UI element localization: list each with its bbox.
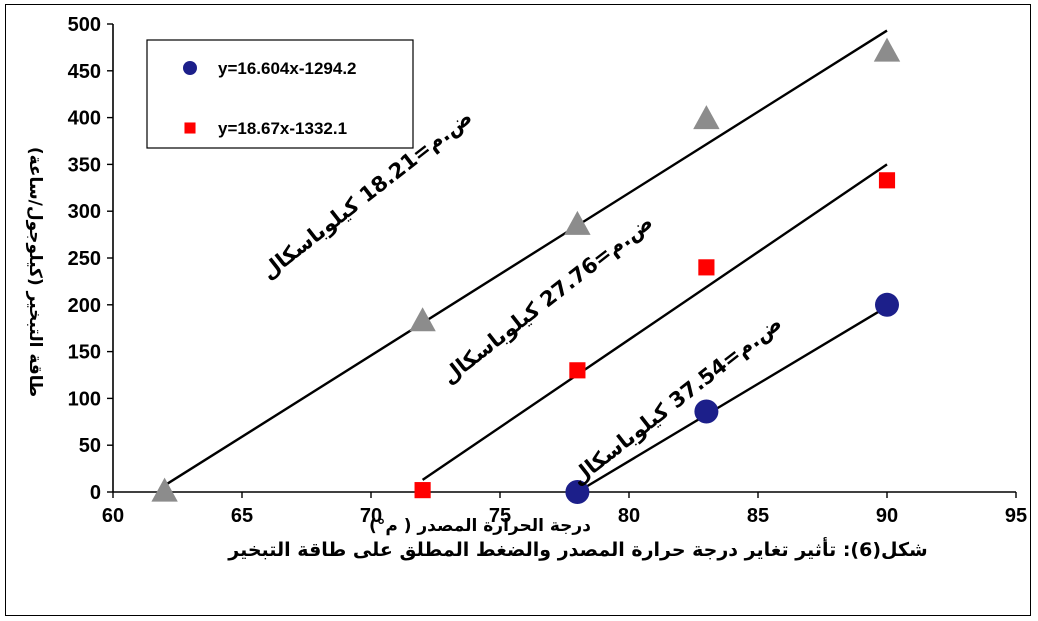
pressure-annotation: ض.م=27.76 كيلوباسكال [437,210,657,389]
data-point-square [698,259,715,276]
trend-line-square [421,163,888,481]
data-point-triangle [564,210,591,235]
y-tick-label: 200 [68,295,101,317]
x-tick-label: 60 [102,505,124,527]
trend-lines [163,29,888,494]
y-tick-label: 100 [68,388,101,410]
legend-marker-circle [183,61,197,75]
pressure-annotation: ض.م=37.54 كيلوباسكال [566,311,786,490]
y-tick-label: 500 [68,14,101,36]
y-tick-label: 350 [68,154,101,176]
data-point-circle [694,399,719,424]
legend-label: y=18.67x-1332.1 [218,119,347,138]
legend-marker-square [184,122,196,134]
data-point-square [569,362,586,379]
x-tick-label: 65 [231,505,253,527]
data-points [151,37,901,504]
x-tick-label: 80 [618,505,640,527]
data-point-triangle [873,37,901,62]
y-tick-label: 450 [68,61,101,83]
data-point-triangle [151,477,178,502]
data-point-triangle [693,105,720,130]
y-axis-label: طاقة التبخير (كيلوجول/ساعة) [25,147,45,397]
x-tick-label: 75 [489,505,511,527]
trend-line-circle [576,305,888,494]
legend-label: y=16.604x-1294.2 [218,59,357,78]
x-tick-label: 70 [360,505,382,527]
x-tick-label: 85 [747,505,769,527]
y-tick-label: 50 [79,435,101,457]
y-tick-label: 300 [68,201,101,223]
trend-line-triangle [163,29,888,487]
x-tick-label: 90 [876,505,898,527]
data-point-square [414,482,431,499]
y-tick-label: 0 [90,482,101,504]
x-axis-label: درجة الحرارة المصدر ( م°) [369,516,591,536]
data-point-circle [565,480,590,504]
y-tick-label: 250 [68,248,101,270]
y-tick-label: 400 [68,108,101,130]
y-tick-label: 150 [68,342,101,364]
x-tick-label: 95 [1005,505,1027,527]
data-point-triangle [409,307,436,332]
legend: y=16.604x-1294.2 y=18.67x-1332.1 [146,39,414,149]
figure-caption: شكل(6): تأثير تغاير درجة حرارة المصدر وا… [227,537,927,561]
data-point-square [878,172,896,189]
data-point-circle [875,292,899,317]
axes: 0 50 100 150 200 250 300 350 400 450 500 60 65 70 75 80… [68,14,1028,527]
